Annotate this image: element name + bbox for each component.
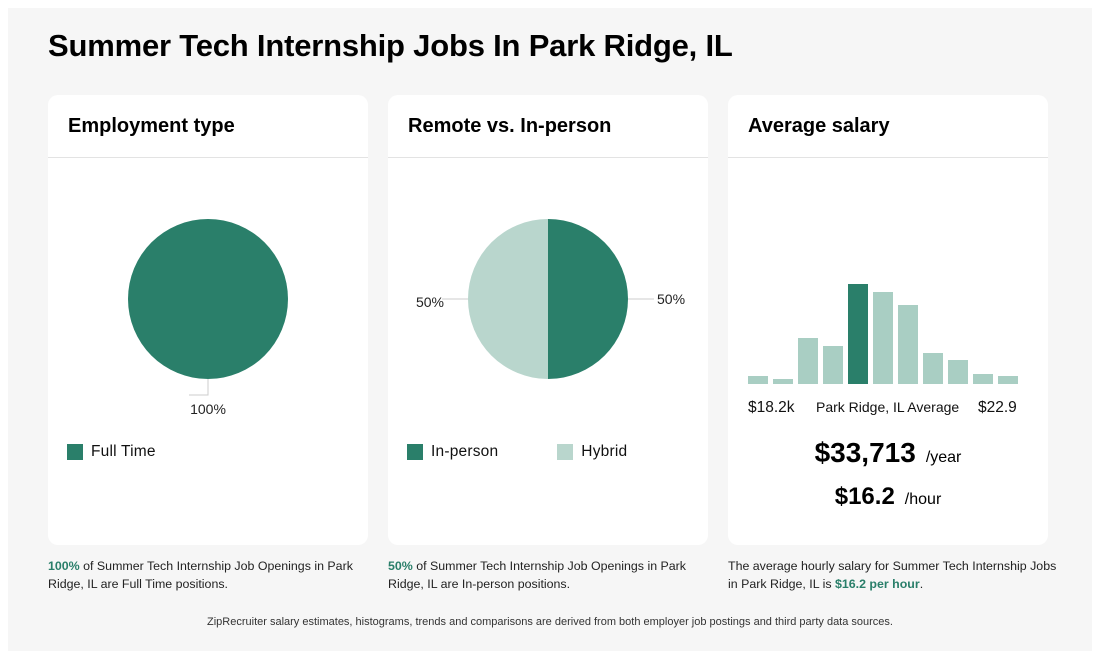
- pie-label-in-person: 50%: [657, 291, 685, 307]
- employment-type-title: Employment type: [48, 95, 368, 158]
- histogram-bar: [898, 305, 918, 384]
- pie-leader-line: [189, 379, 209, 396]
- footer-note: ZipRecruiter salary estimates, histogram…: [207, 616, 893, 628]
- salary-histogram: $18.2k Park Ridge, IL Average $22.9: [748, 284, 1018, 416]
- salary-mid-label: Park Ridge, IL Average: [816, 399, 959, 415]
- histogram-bar: [848, 284, 868, 384]
- salary-yearly-unit: /year: [925, 449, 962, 466]
- salary-caption-text: The average hourly salary for Summer Tec…: [728, 559, 1057, 591]
- employment-type-pie: 100%: [128, 219, 288, 417]
- remote-pie: 50% 50%: [416, 219, 685, 379]
- salary-caption-end: .: [919, 577, 924, 591]
- salary-hourly-value: $16.2: [834, 483, 895, 510]
- salary-min-label: $18.2k: [748, 399, 795, 416]
- legend-swatch-full-time: [67, 444, 83, 460]
- pie-label-full-time: 100%: [190, 401, 226, 417]
- remote-card: Remote vs. In-person 50% 50% In-person Hy…: [388, 95, 708, 545]
- legend-item-in-person: In-person: [407, 443, 498, 461]
- salary-yearly-value: $33,713: [814, 437, 916, 468]
- legend-item-full-time: Full Time: [67, 443, 156, 461]
- salary-hourly-unit: /hour: [904, 491, 942, 508]
- remote-caption-text: of Summer Tech Internship Job Openings i…: [388, 559, 687, 591]
- salary-caption-highlight: $16.2 per hour: [834, 577, 920, 591]
- salary-max-label: $22.9: [978, 399, 1017, 416]
- employment-legend: Full Time: [67, 443, 215, 461]
- histogram-bar: [798, 338, 818, 384]
- legend-swatch-in-person: [407, 444, 423, 460]
- employment-caption: 100% of Summer Tech Internship Job Openi…: [48, 557, 378, 593]
- salary-hourly: $16.2/hour: [728, 483, 1048, 511]
- salary-yearly: $33,713/year: [728, 437, 1048, 469]
- histogram-bar: [823, 346, 843, 384]
- legend-label-hybrid: Hybrid: [581, 443, 628, 460]
- legend-item-hybrid: Hybrid: [557, 443, 627, 461]
- pie-slice-full-time: [128, 219, 288, 379]
- remote-title: Remote vs. In-person: [388, 95, 708, 158]
- histogram-bar: [948, 360, 968, 384]
- histogram-bar: [873, 292, 893, 384]
- pie-label-hybrid: 50%: [416, 294, 444, 310]
- pie-slice-hybrid: [468, 219, 548, 379]
- histogram-bar: [773, 379, 793, 384]
- page-title: Summer Tech Internship Jobs In Park Ridg…: [48, 28, 733, 63]
- pie-slice-in-person: [548, 219, 628, 379]
- salary-caption: The average hourly salary for Summer Tec…: [728, 557, 1058, 593]
- histogram-bar: [748, 376, 768, 384]
- remote-legend: In-person Hybrid: [407, 443, 686, 461]
- legend-label-in-person: In-person: [431, 443, 499, 460]
- histogram-bar: [998, 376, 1018, 384]
- histogram-bar: [973, 374, 993, 384]
- remote-caption: 50% of Summer Tech Internship Job Openin…: [388, 557, 718, 593]
- employment-caption-text: of Summer Tech Internship Job Openings i…: [48, 559, 353, 591]
- legend-label-full-time: Full Time: [91, 443, 156, 460]
- employment-caption-pct: 100%: [48, 559, 80, 573]
- remote-caption-pct: 50%: [388, 559, 413, 573]
- salary-card: Average salary $18.2k Park Ridge, IL Ave…: [728, 95, 1048, 545]
- histogram-bar: [923, 353, 943, 384]
- salary-title: Average salary: [728, 95, 1048, 158]
- employment-type-card: Employment type 100% Full Time: [48, 95, 368, 545]
- legend-swatch-hybrid: [557, 444, 574, 460]
